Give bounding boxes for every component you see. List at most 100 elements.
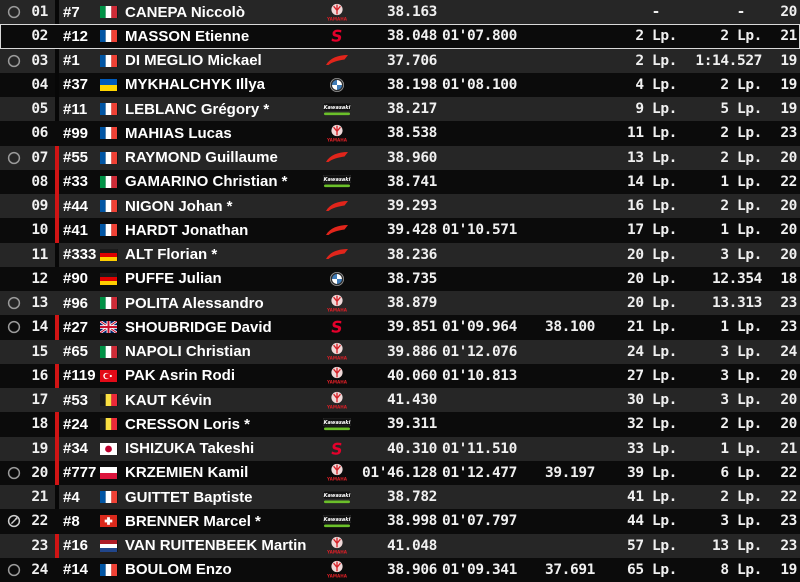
count-value: 20 (780, 222, 797, 239)
suzuki-logo-icon: S (316, 24, 358, 48)
nationality-flag-icon (100, 200, 120, 213)
status-bar (55, 485, 59, 510)
table-row[interactable]: 10 #41 HARDT Jonathan 39.428 01'10.571 1… (0, 218, 800, 243)
last-time-value: 38.538 (387, 125, 437, 142)
laps-behind-value: 13 Lp. (627, 149, 677, 166)
rider-name-label: MYKHALCHYK Illya (125, 76, 266, 94)
last-time-value: 38.906 (387, 561, 437, 578)
yamaha-logo-icon: YAMAHA (316, 121, 358, 145)
table-row[interactable]: 04 #37 MYKHALCHYK Illya 38.198 01'08.100… (0, 72, 800, 97)
kawasaki-logo-icon: Kawasaki (316, 412, 358, 436)
status-bar (55, 436, 59, 461)
laps-behind-value: 39 Lp. (627, 464, 677, 481)
table-row[interactable]: 08 #33 GAMARINO Christian * Kawasaki 38.… (0, 169, 800, 194)
table-row[interactable]: 02 #12 MASSON Etienne S 38.048 01'07.800… (0, 24, 800, 49)
count-value: 20 (780, 4, 797, 21)
status-bar (55, 412, 59, 437)
last-time-value: 39.851 (387, 319, 437, 336)
table-row[interactable]: 19 #34 ISHIZUKA Takeshi S 40.310 01'11.5… (0, 436, 800, 461)
position-label: 11 (31, 246, 48, 263)
status-bar (55, 194, 59, 219)
table-row[interactable]: 13 #96 POLITA Alessandro YAMAHA 38.879 2… (0, 291, 800, 316)
position-label: 07 (31, 149, 48, 166)
car-number-label: #27 (63, 318, 89, 336)
sector-time-value: 38.100 (545, 319, 595, 336)
row-status-icon-cell (0, 437, 28, 461)
table-row[interactable]: 01 #7 CANEPA Niccolò YAMAHA 38.163 - - 2… (0, 0, 800, 25)
gap-value: 3 Lp. (720, 392, 762, 409)
gap-value: 13.313 (712, 295, 762, 312)
rider-name-label: POLITA Alessandro (125, 294, 264, 312)
row-status-icon-cell (0, 218, 28, 242)
nationality-flag-icon (100, 563, 120, 576)
laps-behind-value: 24 Lp. (627, 343, 677, 360)
count-value: 24 (780, 343, 797, 360)
table-row[interactable]: 21 #4 GUITTET Baptiste Kawasaki 38.782 4… (0, 485, 800, 510)
nationality-flag-icon (100, 321, 120, 334)
honda-logo-icon (316, 49, 358, 73)
lap-time-value: 01'12.477 (442, 464, 517, 481)
suzuki-logo-icon: S (316, 315, 358, 339)
table-row[interactable]: 11 #333 ALT Florian * 38.236 20 Lp. 3 Lp… (0, 242, 800, 267)
table-row[interactable]: 18 #24 CRESSON Loris * Kawasaki 39.311 3… (0, 412, 800, 437)
nationality-flag-icon (100, 297, 120, 310)
last-time-value: 38.217 (387, 101, 437, 118)
table-row[interactable]: 07 #55 RAYMOND Guillaume 38.960 13 Lp. 2… (0, 145, 800, 170)
yamaha-logo-icon: YAMAHA (316, 558, 358, 582)
position-label: 19 (31, 440, 48, 457)
nationality-flag-icon (100, 151, 120, 164)
gap-value: 3 Lp. (720, 246, 762, 263)
car-number-label: #44 (63, 197, 89, 215)
svg-text:YAMAHA: YAMAHA (326, 574, 348, 579)
count-value: 19 (780, 101, 797, 118)
pit-cycle-icon (0, 509, 28, 533)
table-row[interactable]: 16 #119 PAK Asrin Rodi YAMAHA 40.060 01'… (0, 363, 800, 388)
svg-text:S: S (330, 27, 344, 45)
svg-text:YAMAHA: YAMAHA (326, 307, 348, 312)
table-row[interactable]: 17 #53 KAUT Kévin YAMAHA 41.430 30 Lp. 3… (0, 388, 800, 413)
table-row[interactable]: 22 #8 BRENNER Marcel * Kawasaki 38.998 0… (0, 509, 800, 534)
row-status-icon-cell (0, 534, 28, 558)
table-row[interactable]: 09 #44 NIGON Johan * 39.293 16 Lp. 2 Lp.… (0, 194, 800, 219)
sector-time-value: 39.197 (545, 464, 595, 481)
car-number-label: #12 (63, 27, 89, 45)
nationality-flag-icon (100, 175, 120, 188)
laps-behind-value: 21 Lp. (627, 319, 677, 336)
honda-logo-icon (316, 194, 358, 218)
count-value: 18 (780, 270, 797, 287)
lap-time-value: 01'09.341 (442, 561, 517, 578)
car-number-label: #1 (63, 52, 80, 70)
nationality-flag-icon (100, 224, 120, 237)
table-row[interactable]: 24 #14 BOULOM Enzo YAMAHA 38.906 01'09.3… (0, 557, 800, 582)
laps-behind-value: 2 Lp. (635, 28, 677, 45)
nationality-flag-icon (100, 103, 120, 116)
position-label: 22 (31, 513, 48, 530)
position-label: 21 (31, 489, 48, 506)
svg-text:YAMAHA: YAMAHA (326, 356, 348, 361)
nationality-flag-icon (100, 54, 120, 67)
car-number-label: #65 (63, 343, 89, 361)
rider-name-label: NIGON Johan * (125, 197, 233, 215)
track-status-circle-icon (0, 146, 28, 170)
table-row[interactable]: 23 #16 VAN RUITENBEEK Martin YAMAHA 41.0… (0, 533, 800, 558)
table-row[interactable]: 15 #65 NAPOLI Christian YAMAHA 39.886 01… (0, 339, 800, 364)
rider-name-label: PUFFE Julian (125, 270, 222, 288)
last-time-value: 38.782 (387, 489, 437, 506)
table-row[interactable]: 05 #11 LEBLANC Grégory * Kawasaki 38.217… (0, 97, 800, 122)
kawasaki-logo-icon: Kawasaki (316, 97, 358, 121)
table-row[interactable]: 12 #90 PUFFE Julian 38.735 20 Lp. 12.354… (0, 266, 800, 291)
table-row[interactable]: 03 #1 DI MEGLIO Mickael 37.706 2 Lp. 1:1… (0, 48, 800, 73)
row-status-icon-cell (0, 121, 28, 145)
status-bar (55, 169, 59, 194)
count-value: 20 (780, 198, 797, 215)
count-value: 19 (780, 561, 797, 578)
rider-name-label: PAK Asrin Rodi (125, 367, 236, 385)
svg-text:YAMAHA: YAMAHA (326, 477, 348, 482)
table-row[interactable]: 06 #99 MAHIAS Lucas YAMAHA 38.538 11 Lp.… (0, 121, 800, 146)
svg-text:Kawasaki: Kawasaki (324, 177, 351, 183)
table-row[interactable]: 20 #777 KRZEMIEN Kamil YAMAHA 01'46.128 … (0, 460, 800, 485)
table-row[interactable]: 14 #27 SHOUBRIDGE David S 39.851 01'09.9… (0, 315, 800, 340)
laps-behind-value: 11 Lp. (627, 125, 677, 142)
